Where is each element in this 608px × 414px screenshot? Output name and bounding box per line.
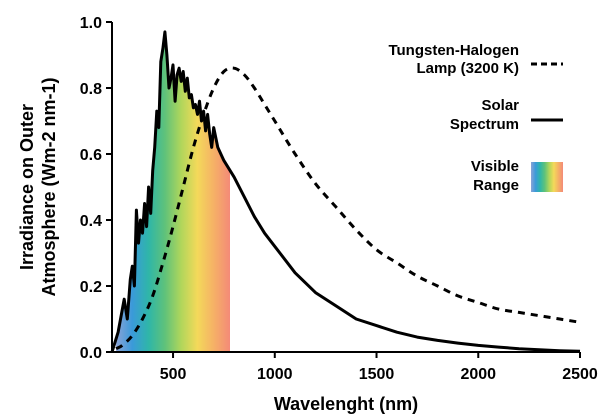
x-tick-label: 500 <box>160 366 187 383</box>
series-line-tungsten-halogen <box>115 66 581 351</box>
x-tick-label: 2000 <box>460 366 496 383</box>
x-tick-label: 1000 <box>257 366 293 383</box>
y-axis-title-line-1: Irradiance on Outer <box>17 104 37 270</box>
legend-label-solar-line-1: Solar <box>481 97 519 114</box>
y-tick-label: 0.4 <box>80 213 102 230</box>
legend-label-tungsten-line-2: Lamp (3200 K) <box>416 60 519 77</box>
x-tick-label: 1500 <box>359 366 395 383</box>
legend-label-solar-line-2: Spectrum <box>450 116 519 133</box>
legend-item-tungsten-halogen: Tungsten-Halogen Lamp (3200 K) <box>388 42 563 77</box>
series-line-solar-spectrum <box>110 30 581 353</box>
legend-label-visible-line-2: Range <box>473 177 519 194</box>
y-ticks: 0.0 0.2 0.4 0.6 0.8 1.0 <box>80 15 112 362</box>
legend-label-visible-line-1: Visible <box>471 158 519 175</box>
y-tick-label: 0.2 <box>80 279 102 296</box>
legend-swatch-gradient <box>531 162 563 192</box>
legend-label-tungsten-line-1: Tungsten-Halogen <box>388 42 519 59</box>
y-tick-label: 1.0 <box>80 15 102 32</box>
x-tick-label: 2500 <box>562 366 598 383</box>
y-axis-title-line-2: Atmosphere (Wm-2 nm-1) <box>39 77 59 296</box>
x-ticks: 500 1000 1500 2000 2500 <box>160 352 598 383</box>
legend-item-solar-spectrum: Solar Spectrum <box>450 97 563 133</box>
y-tick-label: 0.6 <box>80 147 102 164</box>
y-tick-label: 0.0 <box>80 345 102 362</box>
y-axis-title: Irradiance on Outer Atmosphere (Wm-2 nm-… <box>17 77 59 296</box>
legend: Tungsten-Halogen Lamp (3200 K) Solar Spe… <box>388 42 563 194</box>
legend-item-visible-range: Visible Range <box>471 158 563 194</box>
x-axis-title: Wavelenght (nm) <box>274 394 418 414</box>
y-tick-label: 0.8 <box>80 81 102 98</box>
